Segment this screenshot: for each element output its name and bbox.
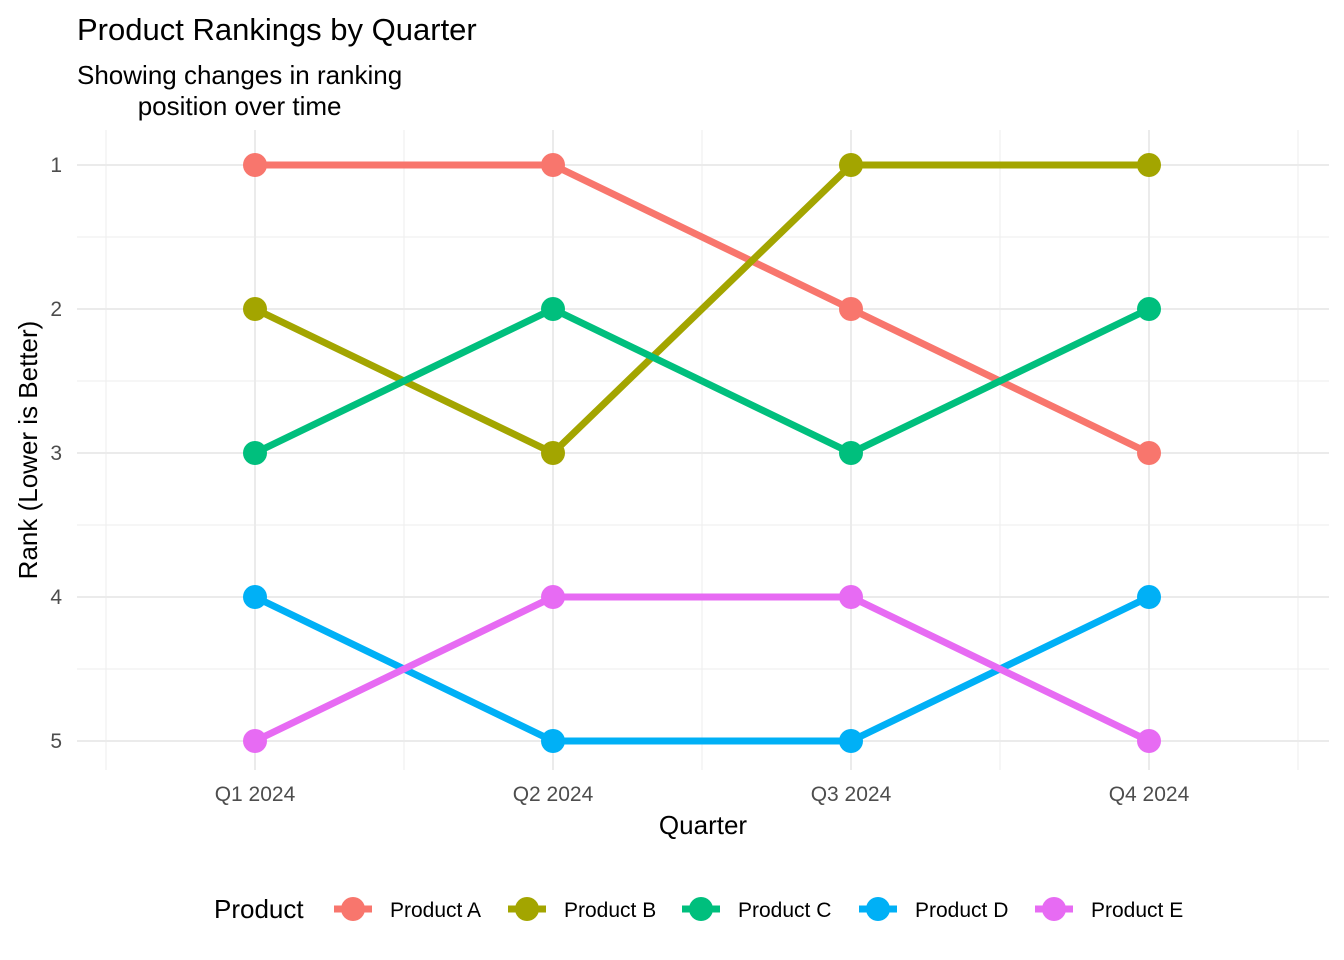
x-axis-label: Quarter xyxy=(659,810,747,840)
legend-item: Product C xyxy=(682,897,831,922)
legend-key-point xyxy=(1042,897,1066,921)
data-point xyxy=(1137,153,1161,177)
legend-item: Product E xyxy=(1035,897,1183,922)
data-point xyxy=(1137,297,1161,321)
data-point xyxy=(541,153,565,177)
legend-label: Product A xyxy=(390,899,481,922)
data-point xyxy=(839,441,863,465)
x-tick-label: Q4 2024 xyxy=(1109,783,1190,806)
data-point xyxy=(243,153,267,177)
legend-key-point xyxy=(866,897,890,921)
data-point xyxy=(1137,729,1161,753)
data-point xyxy=(243,729,267,753)
y-axis-label: Rank (Lower is Better) xyxy=(13,321,43,580)
legend-key-point xyxy=(515,897,539,921)
legend-key-point xyxy=(689,897,713,921)
legend-label: Product B xyxy=(564,899,656,922)
y-tick-label: 2 xyxy=(50,298,62,321)
subtitle-line-1: Showing changes in ranking xyxy=(77,60,403,90)
y-tick-label: 3 xyxy=(50,442,62,465)
legend-label: Product C xyxy=(738,899,831,922)
legend-title: Product xyxy=(214,894,304,924)
x-tick-label: Q1 2024 xyxy=(215,783,296,806)
legend-key-point xyxy=(341,897,365,921)
legend-label: Product D xyxy=(915,899,1008,922)
data-point xyxy=(541,585,565,609)
chart-subtitle: Showing changes in ranking position over… xyxy=(77,60,402,122)
series-line xyxy=(253,305,1151,457)
series-product-c xyxy=(243,297,1161,465)
data-point xyxy=(839,729,863,753)
data-point xyxy=(541,297,565,321)
series-product-e xyxy=(243,585,1161,753)
legend-item: Product A xyxy=(334,897,481,922)
data-point xyxy=(1137,585,1161,609)
data-point xyxy=(243,441,267,465)
data-point xyxy=(541,441,565,465)
y-tick-label: 5 xyxy=(50,730,62,753)
data-point xyxy=(839,585,863,609)
data-point xyxy=(1137,441,1161,465)
series-line xyxy=(253,593,1151,745)
data-point xyxy=(541,729,565,753)
legend-item: Product B xyxy=(508,897,656,922)
subtitle-line-2: position over time xyxy=(137,91,342,121)
legend-label: Product E xyxy=(1091,899,1183,922)
y-tick-label: 4 xyxy=(50,586,62,609)
x-tick-label: Q3 2024 xyxy=(811,783,892,806)
legend-item: Product D xyxy=(859,897,1008,922)
chart-title: Product Rankings by Quarter xyxy=(77,12,477,47)
x-tick-label: Q2 2024 xyxy=(513,783,594,806)
y-tick-label: 1 xyxy=(50,154,62,177)
data-point xyxy=(243,297,267,321)
data-point xyxy=(839,153,863,177)
data-point xyxy=(243,585,267,609)
data-point xyxy=(839,297,863,321)
